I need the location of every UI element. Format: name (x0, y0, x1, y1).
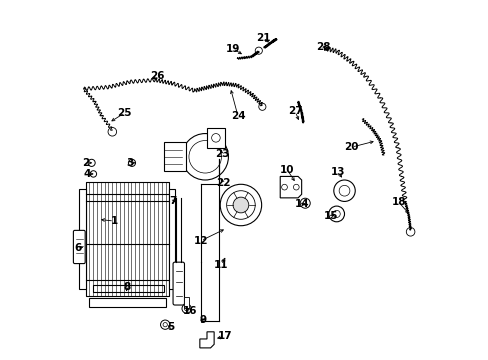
Text: 3: 3 (126, 158, 134, 168)
Text: 5: 5 (167, 322, 175, 332)
Text: 20: 20 (344, 142, 358, 152)
Circle shape (90, 171, 97, 177)
Text: 27: 27 (287, 107, 302, 116)
Bar (206, 128, 224, 148)
Text: 15: 15 (323, 211, 338, 221)
Circle shape (160, 320, 169, 329)
Bar (169, 189, 175, 289)
Circle shape (233, 197, 248, 213)
Text: 10: 10 (280, 165, 294, 175)
Circle shape (88, 159, 95, 166)
Text: 17: 17 (217, 332, 232, 342)
Circle shape (406, 228, 414, 236)
Text: 25: 25 (117, 108, 132, 118)
Text: 13: 13 (330, 167, 345, 177)
Text: 11: 11 (214, 260, 228, 270)
Bar (85, 182, 169, 296)
Text: 19: 19 (225, 44, 240, 54)
Text: 23: 23 (215, 149, 229, 159)
Circle shape (220, 184, 261, 226)
Text: 14: 14 (294, 199, 309, 209)
Polygon shape (200, 332, 214, 348)
Circle shape (300, 198, 309, 208)
Bar (93, 285, 164, 292)
Text: 9: 9 (200, 315, 206, 325)
Text: 6: 6 (75, 243, 82, 253)
Text: 24: 24 (230, 111, 245, 121)
Text: 22: 22 (215, 178, 230, 188)
Text: 7: 7 (169, 197, 176, 206)
FancyBboxPatch shape (173, 262, 184, 305)
Bar (164, 143, 185, 171)
Bar (79, 189, 85, 289)
Circle shape (128, 159, 135, 166)
Text: 21: 21 (255, 33, 270, 43)
Circle shape (328, 206, 344, 222)
Circle shape (182, 304, 191, 313)
Circle shape (258, 103, 265, 111)
Text: 8: 8 (123, 282, 130, 292)
Text: 26: 26 (149, 71, 164, 81)
Circle shape (333, 180, 354, 202)
Circle shape (108, 127, 116, 136)
Text: 18: 18 (391, 197, 405, 207)
Polygon shape (280, 176, 301, 198)
Text: 1: 1 (110, 216, 118, 226)
Text: 12: 12 (193, 236, 208, 246)
Text: 28: 28 (316, 42, 330, 52)
Circle shape (182, 134, 228, 180)
Text: 16: 16 (183, 306, 197, 316)
Text: 4: 4 (83, 169, 91, 179)
Bar (184, 297, 189, 307)
Text: 2: 2 (82, 158, 89, 168)
Bar (89, 298, 165, 307)
Circle shape (255, 47, 262, 54)
FancyBboxPatch shape (73, 230, 85, 264)
